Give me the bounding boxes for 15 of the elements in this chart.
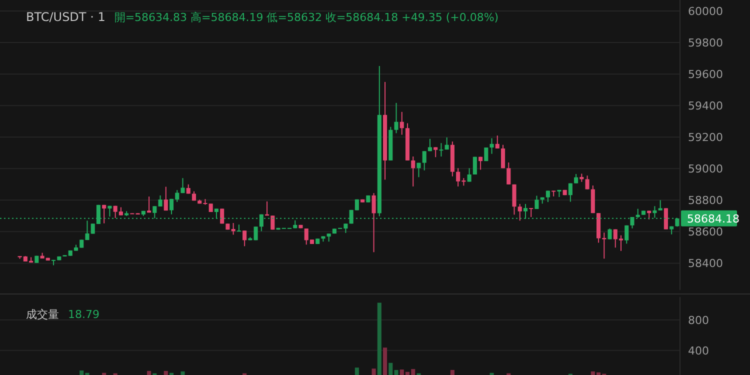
y-tick-label: 59800 <box>688 36 723 50</box>
text: 開=58634.83 高=58684.19 低=58632 收=58684.18 +49.35 (+0.08%) <box>114 11 499 24</box>
y-tick-label: 59400 <box>688 100 723 113</box>
y-tick-label: 59000 <box>688 162 723 176</box>
y-tick-label: 59200 <box>688 131 723 144</box>
y-tick-label: 58600 <box>688 226 723 239</box>
text: BTC/USDT · 1 <box>26 10 106 24</box>
y-tick-label: 59600 <box>688 68 723 82</box>
y-tick-label: 400 <box>688 344 709 358</box>
y-tick-label: 800 <box>688 314 709 327</box>
y-tick-label: 58400 <box>688 257 723 270</box>
text: 18.79 <box>68 308 100 321</box>
y-tick-label: 60000 <box>688 5 723 18</box>
text: 成交量 <box>26 308 59 321</box>
y-tick-label: 58800 <box>688 194 723 208</box>
